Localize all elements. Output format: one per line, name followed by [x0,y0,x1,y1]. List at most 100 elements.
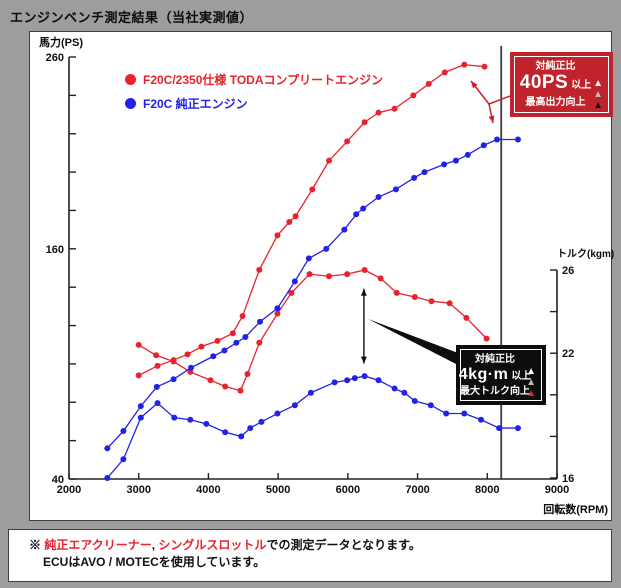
series-stock-power [104,136,521,452]
x-tick-label: 5000 [266,484,290,496]
data-point [153,352,160,359]
data-point [306,271,313,278]
data-point [198,343,205,350]
data-point [375,194,382,201]
data-point [480,142,487,149]
up-triangle-icon: ▲ [526,366,536,377]
y-left-tick-label: 40 [52,474,64,486]
torque-gain-value: 4kg·m [458,365,509,383]
data-point [514,136,521,143]
data-point [344,271,351,278]
y-right-axis-title: トルク(kgm) [557,249,615,260]
callout-line1: 対純正比 [535,61,576,72]
data-point [233,339,240,346]
data-point [184,351,191,358]
power-gain-value: 40PS [519,72,569,93]
data-point [441,69,448,76]
callout-line3: 最高出力向上 [525,97,586,108]
callout-line1: 対純正比 [475,353,515,365]
arrowhead [360,356,367,364]
data-point [344,377,351,384]
callout-value-line: 40PS 以上 [520,73,591,96]
data-point [360,205,367,212]
data-point [361,267,368,273]
data-point [154,400,161,407]
torque-gain-callout-inner: 対純正比 4kg·m 以上 最大トルク向上 ▲ ▲ ▲ [459,349,542,401]
dyno-chart-canvas: 260 160 40 26 22 16 2000 3000 4000 5000 6000 7000 80… [46,46,574,496]
footnote-highlight-aircleaner: 純正エアクリーナー [44,538,152,552]
data-point [341,226,348,233]
data-point [237,387,244,394]
up-triangle-icon: ▲ [526,377,536,388]
data-point [452,157,459,164]
legend-item-toda: F20C/2350仕様 TODAコンプリートエンジン [125,71,383,88]
footnote-separator: , [151,538,159,552]
data-point [425,80,432,87]
x-axis-title: 回転数(RPM) [543,504,608,516]
data-point [410,92,417,99]
data-point [229,330,236,337]
data-point [171,414,178,421]
data-point [292,213,299,220]
footnote-line2: ECUはAVO / MOTECを使用しています。 [43,555,266,569]
y-left-tick-label: 260 [46,52,64,64]
footnote-panel: ※ 純正エアクリーナー, シングルスロットルでの測定データとなります。 ECUは… [8,529,612,582]
callout-value-line: 4kg·m 以上 [459,366,532,385]
footnote-line1: ※ 純正エアクリーナー, シングルスロットルでの測定データとなります。 [29,537,611,554]
data-point [210,353,217,360]
torque-callout-pointer [368,319,458,365]
data-point [188,364,194,371]
data-point [120,456,127,463]
arrowhead [488,115,495,123]
data-point [244,371,251,377]
data-point [496,425,503,432]
data-point [326,157,333,164]
legend-item-stock: F20C 純正エンジン [125,95,248,112]
data-point [483,335,490,342]
data-point [104,475,111,481]
data-point [443,410,450,417]
data-point [239,312,246,319]
y-right-tick-label: 16 [562,473,574,485]
y-left-axis-title: 馬力(PS) [39,37,83,49]
data-point [478,416,485,423]
data-point [207,377,214,384]
data-point [393,289,400,296]
data-point [309,186,316,193]
data-point [222,383,229,390]
footnote-highlight-throttle: シングルスロットル [158,538,267,552]
data-point [222,429,229,436]
power-gain-callout-inner: 対純正比 40PS 以上 最高出力向上 ▲ ▲ ▲ [514,56,609,113]
data-point [361,373,368,380]
data-point [135,372,142,379]
callout-unit: 以上 [571,80,592,91]
data-point [137,403,144,410]
up-triangle-icon: ▲ [593,89,603,100]
data-point [464,151,471,158]
data-point [351,375,358,382]
up-triangle-icon: ▲ [593,100,603,111]
callout-line3: 最大トルク向上 [460,385,530,397]
data-point [154,362,161,369]
data-point [288,289,295,296]
data-point [153,383,160,390]
legend-label-stock: F20C 純正エンジン [143,97,248,111]
data-point [137,414,144,421]
data-point [461,410,468,417]
legend-dot-blue-icon [125,98,136,109]
data-point [305,255,312,262]
data-point [411,174,418,181]
up-triangle-icons: ▲ ▲ ▲ [593,78,603,111]
data-point [170,376,177,383]
arrowhead [360,288,367,296]
footnote-rest: での測定データとなります。 [266,538,421,552]
series-stock-torque [104,373,521,481]
up-triangle-icons: ▲ ▲ ▲ [526,366,536,399]
data-point [170,358,177,365]
data-point [135,341,142,348]
power-gain-callout: 対純正比 40PS 以上 最高出力向上 ▲ ▲ ▲ [510,52,613,117]
data-point [242,334,249,341]
data-point [256,339,263,346]
data-point [323,245,330,252]
